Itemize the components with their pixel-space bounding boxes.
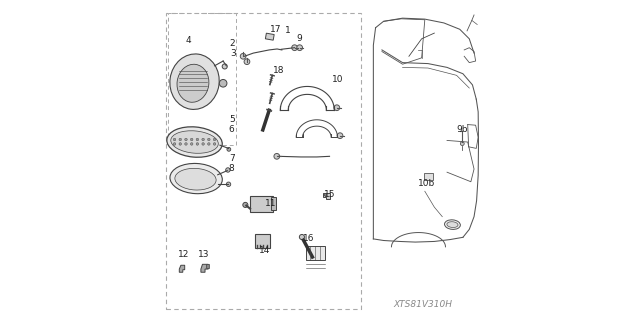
Circle shape [185, 138, 188, 141]
Circle shape [173, 143, 176, 145]
Text: 8: 8 [229, 164, 235, 173]
Bar [266, 33, 274, 40]
Bar [424, 173, 433, 180]
Circle shape [191, 143, 193, 145]
Circle shape [227, 182, 231, 187]
Circle shape [222, 64, 227, 69]
Text: 14: 14 [259, 246, 270, 255]
Ellipse shape [177, 64, 209, 102]
Circle shape [185, 143, 188, 145]
Text: 2: 2 [230, 39, 236, 48]
Circle shape [173, 138, 176, 141]
Text: 11: 11 [265, 199, 276, 208]
Circle shape [324, 194, 326, 196]
Bar [250, 196, 273, 212]
Circle shape [243, 202, 248, 207]
Text: 17: 17 [270, 25, 282, 34]
Circle shape [207, 138, 210, 141]
Circle shape [334, 105, 340, 111]
Bar [168, 13, 236, 145]
Text: 1: 1 [285, 26, 291, 35]
Circle shape [220, 79, 227, 87]
Circle shape [292, 45, 298, 50]
Circle shape [179, 143, 182, 145]
Text: 5: 5 [229, 115, 235, 124]
Bar [255, 234, 270, 248]
Ellipse shape [170, 54, 220, 109]
Circle shape [191, 138, 193, 141]
Bar [166, 13, 362, 309]
Ellipse shape [175, 168, 216, 190]
Bar [271, 197, 276, 210]
Circle shape [274, 153, 280, 159]
Text: 7: 7 [229, 154, 235, 163]
Circle shape [244, 59, 250, 64]
Circle shape [240, 53, 246, 59]
Text: 3: 3 [230, 48, 236, 58]
Polygon shape [323, 193, 330, 199]
Circle shape [179, 138, 182, 141]
Text: 10b: 10b [418, 179, 435, 188]
Circle shape [202, 143, 204, 145]
Circle shape [202, 138, 204, 141]
Circle shape [196, 138, 198, 141]
Ellipse shape [170, 163, 222, 194]
Ellipse shape [167, 127, 222, 157]
Text: XTS81V310H: XTS81V310H [393, 300, 452, 309]
Polygon shape [179, 265, 185, 272]
Ellipse shape [447, 222, 458, 227]
Circle shape [226, 168, 230, 172]
Text: 13: 13 [198, 250, 210, 259]
Circle shape [196, 143, 198, 145]
Circle shape [300, 234, 305, 240]
Text: 6: 6 [229, 125, 235, 134]
Circle shape [207, 143, 210, 145]
Text: 12: 12 [178, 250, 189, 259]
Circle shape [227, 147, 231, 151]
Circle shape [460, 142, 464, 145]
Bar [306, 246, 324, 260]
Circle shape [213, 138, 216, 141]
Text: 18: 18 [273, 66, 284, 75]
Circle shape [213, 143, 216, 145]
Text: 4: 4 [186, 36, 191, 45]
Text: 15: 15 [324, 190, 335, 199]
Text: 16: 16 [303, 234, 315, 243]
Ellipse shape [171, 131, 218, 153]
Circle shape [337, 133, 343, 138]
Polygon shape [201, 264, 208, 272]
Text: 9: 9 [296, 34, 302, 43]
Text: 10: 10 [332, 75, 343, 84]
Bar [205, 264, 209, 268]
Ellipse shape [445, 220, 460, 229]
Circle shape [297, 45, 303, 50]
Text: 9b: 9b [456, 125, 468, 134]
